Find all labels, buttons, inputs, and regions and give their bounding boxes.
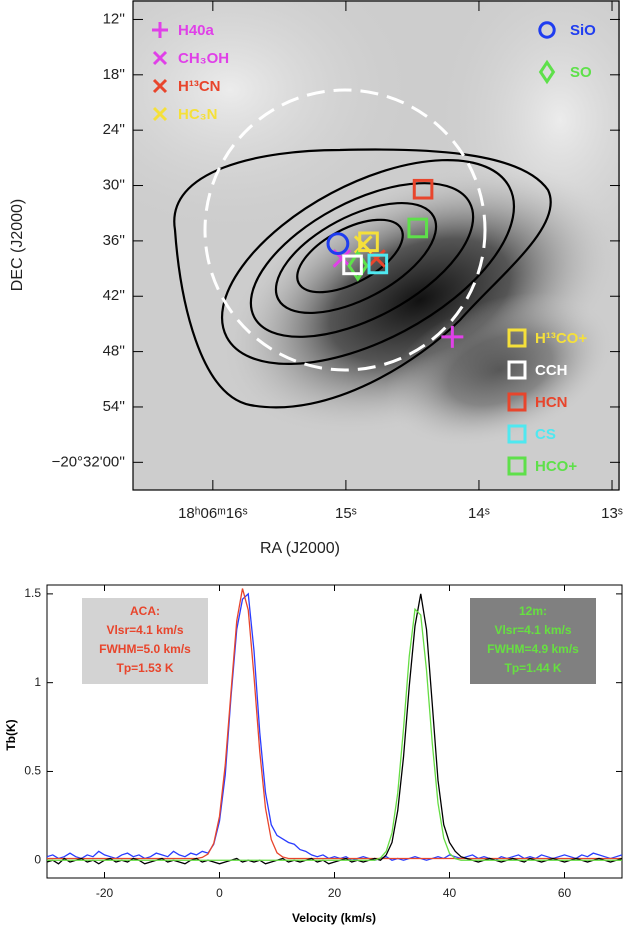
y-tick-label: 24'' [103,121,126,138]
legend-label: HCO+ [535,458,577,475]
marker-part [367,249,386,268]
annotation-text: Vlsr=4.1 km/s [106,623,183,637]
legend-marker [152,78,168,94]
marker [326,232,350,256]
marker-part [538,59,556,85]
legend-label: H¹³CN [178,78,221,95]
marker-part [507,328,527,348]
marker [342,254,363,276]
x-axis-title: RA (J2000) [260,540,340,557]
legend-label: HC₃N [178,106,217,123]
marker [358,231,379,253]
marker [347,249,369,282]
x-tick-label: 18ʰ06ᵐ16ˢ [178,505,248,522]
annotation-text: ACA: [130,604,160,618]
legend-marker [507,456,527,476]
marker [412,178,434,200]
annotation-text: Vlsr=4.1 km/s [494,623,571,637]
marker-part [152,50,168,66]
legend-marker [538,21,556,39]
legend-marker [507,424,527,444]
marker-part [358,231,379,253]
legend-marker [152,50,168,66]
x-tick-label: 13ˢ [601,505,623,522]
y-tick-label: 12'' [103,10,126,27]
marker-part [407,217,429,239]
y-tick-label: 48'' [103,343,126,360]
marker-part [342,254,363,276]
legend-marker [538,59,556,85]
x-tick-label: 20 [328,886,342,900]
marker-part [326,232,350,256]
marker-part [507,360,527,380]
map-image [133,0,620,490]
legend-label: CCH [535,362,568,379]
y-tick-label: 0 [34,852,41,866]
annotation-text: FWHM=4.9 km/s [487,642,579,656]
annotation-box [82,598,208,684]
y-tick-label: 1 [34,675,41,689]
marker-part [347,249,369,282]
x-tick-label: 15ˢ [335,505,357,522]
beam-circle [203,88,487,372]
map-frame [132,0,620,491]
annotation-text: 12m: [519,604,547,618]
marker-part [507,456,527,476]
x-axis-title: Velocity (km/s) [292,911,376,925]
series-line [47,607,622,861]
marker-part [353,235,373,254]
y-axis-title: Tb(K) [4,719,18,750]
annotation-text: Tp=1.53 K [116,661,173,675]
y-tick-label: −20°32'00'' [52,453,126,470]
legend-label: SiO [570,22,596,39]
x-tick-label: 40 [443,886,457,900]
legend-label: CS [535,426,556,443]
marker-part [152,106,168,122]
x-tick-label: 14ˢ [468,505,490,522]
annotation-box [470,598,596,684]
marker [367,253,389,275]
x-tick-label: 60 [558,886,572,900]
legend-label: H¹³CO+ [535,330,587,347]
annotation-text: FWHM=5.0 km/s [99,642,191,656]
legend-label: CH₃OH [178,50,229,67]
legend-label: HCN [535,394,568,411]
marker-part [507,424,527,444]
marker-part [412,178,434,200]
marker-part [538,21,556,39]
y-axis-title: DEC (J2000) [9,199,26,291]
series-line [47,588,622,860]
legend-label: SO [570,64,592,81]
y-tick-label: 0.5 [24,764,41,778]
marker [441,325,464,348]
legend-marker [507,392,527,412]
legend-marker [152,22,168,38]
legend-marker [152,106,168,122]
legend-label: H40a [178,22,215,39]
marker-part [152,78,168,94]
y-tick-label: 42'' [103,287,126,304]
x-tick-label: -20 [96,886,114,900]
marker [407,217,429,239]
x-tick-label: 0 [216,886,223,900]
y-tick-label: 18'' [103,66,126,83]
legend-marker [507,328,527,348]
y-tick-label: 1.5 [24,586,41,600]
legend-marker [507,360,527,380]
marker-part [367,253,389,275]
marker-part [507,392,527,412]
y-tick-label: 30'' [103,176,126,193]
y-tick-label: 36'' [103,232,126,249]
marker-part [332,249,352,268]
annotation-text: Tp=1.44 K [504,661,561,675]
y-tick-label: 54'' [103,398,126,415]
contours [173,148,552,409]
